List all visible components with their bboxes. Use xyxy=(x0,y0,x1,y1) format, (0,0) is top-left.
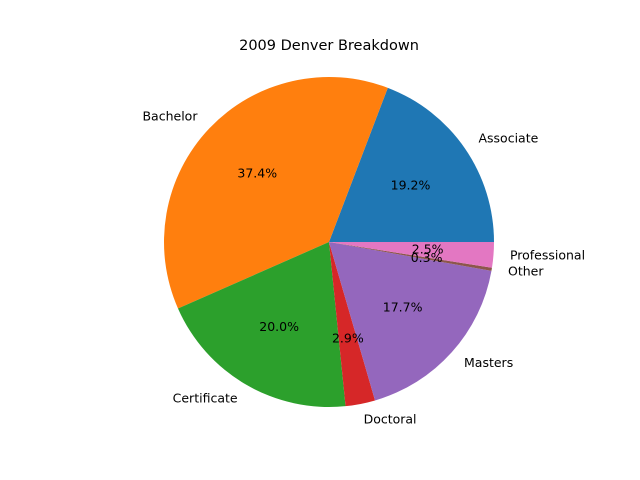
pie-slices xyxy=(164,77,494,407)
slice-pct-masters: 17.7% xyxy=(383,300,423,315)
slice-pct-doctoral: 2.9% xyxy=(332,331,364,346)
slice-pct-professional: 2.5% xyxy=(412,241,444,256)
slice-label-masters: Masters xyxy=(464,355,513,370)
slice-label-other: Other xyxy=(508,264,544,279)
slice-pct-other: 0.3% xyxy=(411,250,443,265)
slice-pct-certificate: 20.0% xyxy=(259,319,299,334)
slice-pct-associate: 19.2% xyxy=(391,177,431,192)
pie-slice-doctoral xyxy=(329,242,376,407)
pie-slice-professional xyxy=(329,242,494,268)
pie-slice-associate xyxy=(329,87,494,242)
pie-slice-certificate xyxy=(177,242,346,407)
slice-pct-bachelor: 37.4% xyxy=(237,165,277,180)
slice-label-bachelor: Bachelor xyxy=(142,108,198,123)
slice-label-certificate: Certificate xyxy=(173,390,238,405)
slice-label-doctoral: Doctoral xyxy=(364,412,417,427)
pie-slice-other xyxy=(329,242,492,271)
pie-slice-bachelor xyxy=(164,77,388,309)
chart-title: 2009 Denver Breakdown xyxy=(239,38,419,54)
pie-slice-masters xyxy=(329,242,492,401)
slice-label-professional: Professional xyxy=(510,248,585,263)
pie-labels: Associate 19.2% Bachelor 37.4% Certificate 20… xyxy=(142,108,585,426)
slice-label-associate: Associate xyxy=(478,131,538,146)
